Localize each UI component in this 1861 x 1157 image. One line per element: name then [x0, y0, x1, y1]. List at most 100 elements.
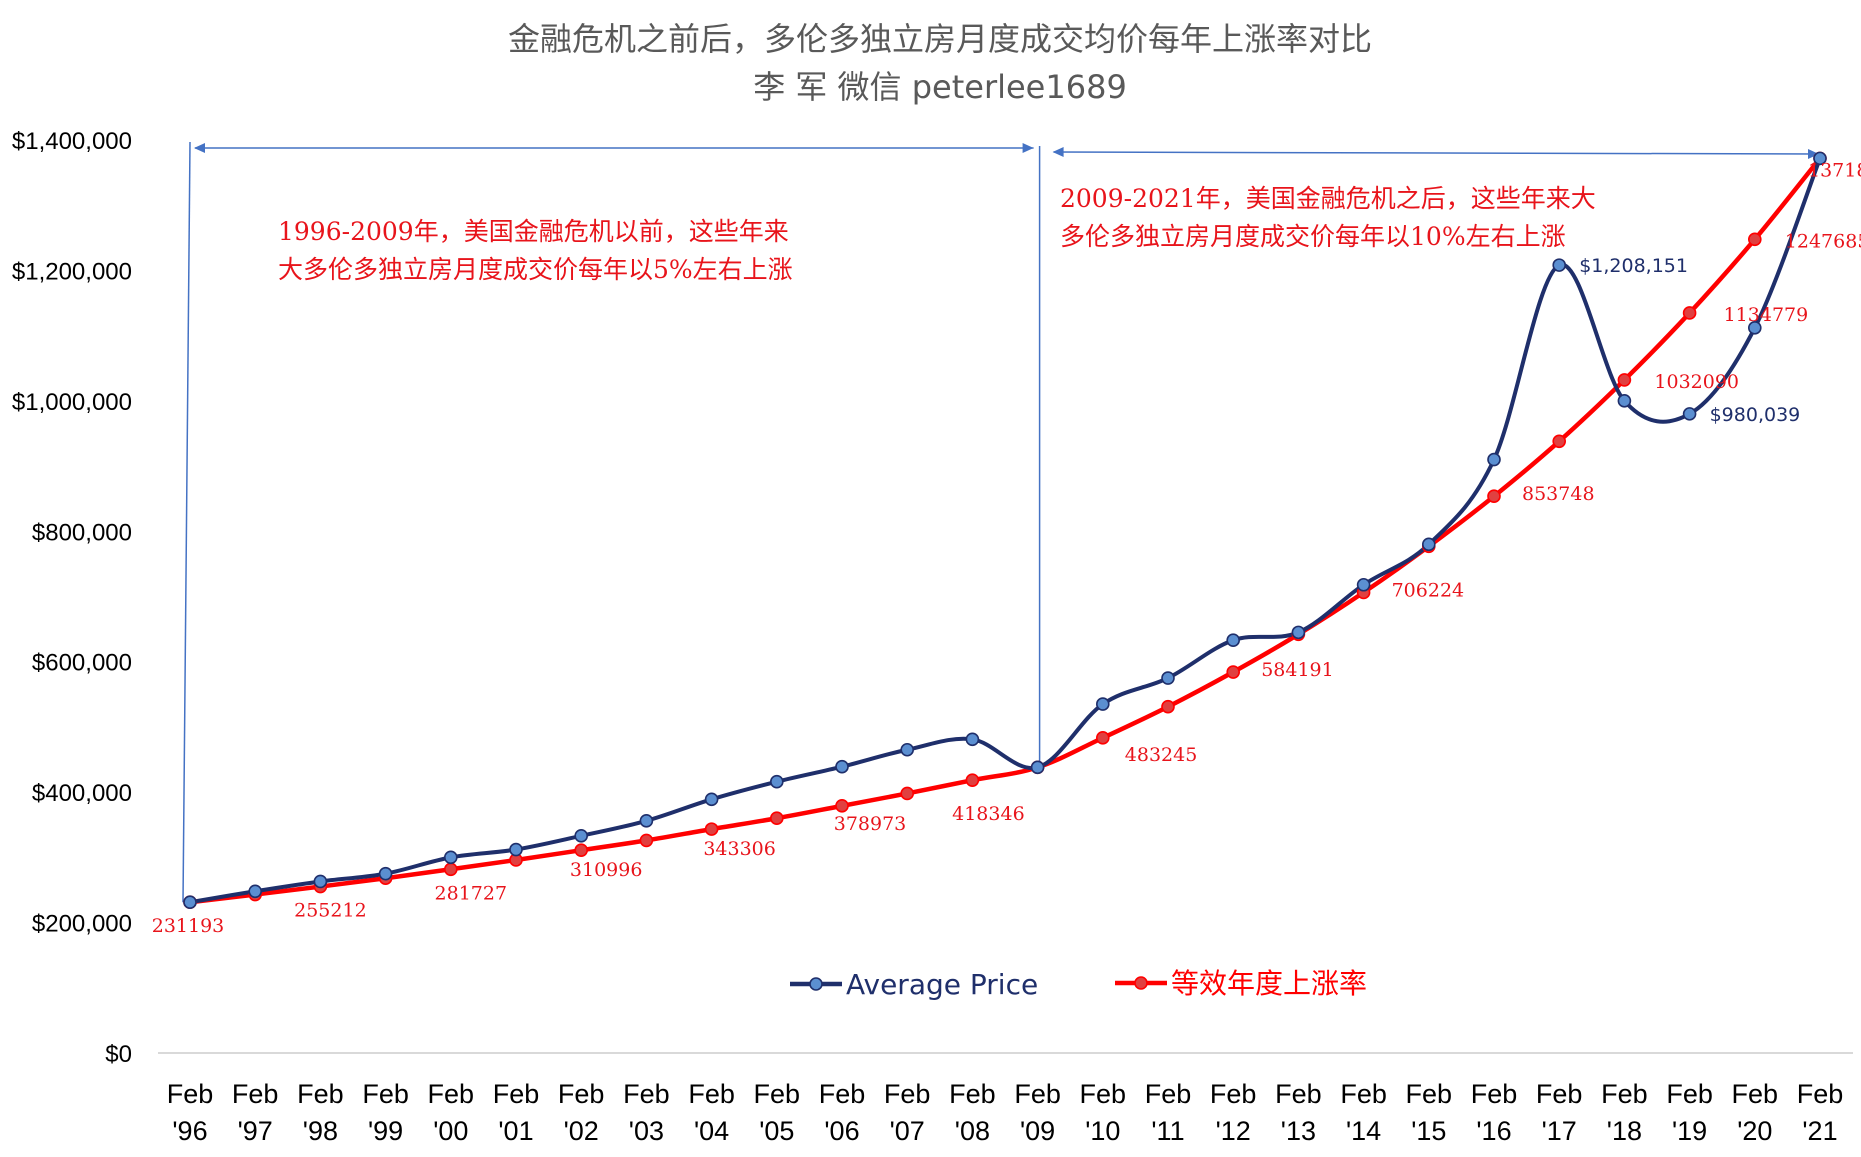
average-price-point [1813, 151, 1827, 166]
x-tick-label: Feb [362, 1079, 409, 1109]
equivalent-rate-point [1748, 232, 1762, 247]
legend: Average Price 等效年度上涨率 [790, 967, 1367, 1001]
average-price-point [248, 884, 262, 899]
x-tick-label: Feb [1732, 1079, 1779, 1109]
x-tick-label: Feb [428, 1079, 475, 1109]
average-price-point [965, 732, 980, 747]
legend-swatch-marker [1134, 976, 1148, 990]
x-tick-label: '16 [1476, 1116, 1511, 1146]
equivalent-rate-data-label: 1032090 [1654, 371, 1739, 393]
equivalent-rate-point [704, 822, 719, 836]
equivalent-rate-data-label: 1134779 [1724, 304, 1809, 326]
average-price-point [704, 792, 719, 807]
equivalent-rate-point [900, 786, 915, 801]
average-price-point [1291, 625, 1306, 640]
equivalent-rate-data-label: 418346 [952, 803, 1025, 825]
equivalent-rate-data-label: 310996 [570, 859, 643, 881]
average-price-point [1682, 407, 1697, 421]
x-tick-label: Feb [1536, 1079, 1583, 1109]
equivalent-rate-point [835, 799, 849, 813]
y-axis: $0 $200,000 $400,000 $600,000 $800,000 $1,000… [12, 128, 132, 1068]
x-tick-label: '14 [1346, 1116, 1381, 1146]
x-tick-label: '17 [1542, 1116, 1577, 1146]
equivalent-rate-data-label: 281727 [435, 882, 508, 904]
x-tick-label: '96 [172, 1116, 207, 1146]
x-tick-label: Feb [167, 1079, 214, 1109]
y-tick-label: $1,400,000 [12, 128, 132, 155]
x-tick-label: '98 [303, 1116, 338, 1146]
y-tick-label: $800,000 [32, 519, 132, 546]
x-tick-label: Feb [688, 1079, 735, 1109]
x-tick-label: Feb [297, 1079, 344, 1109]
equivalent-rate-point [1552, 434, 1566, 449]
equivalent-rate-data-label: 255212 [294, 900, 367, 922]
equivalent-rate-data-label: 378973 [834, 813, 907, 835]
average-price-point [1096, 697, 1110, 711]
x-tick-label: Feb [819, 1079, 866, 1109]
y-tick-label: $200,000 [32, 911, 132, 938]
equivalent-rate-data-label: 483245 [1125, 744, 1198, 766]
x-tick-label: Feb [1080, 1079, 1127, 1109]
x-tick-label: '09 [1020, 1116, 1055, 1146]
y-tick-label: $1,200,000 [12, 258, 132, 285]
average-price-line [188, 156, 1822, 905]
x-tick-label: Feb [1471, 1079, 1518, 1109]
average-price-point [639, 814, 654, 828]
equivalent-rate-data-label: 584191 [1261, 659, 1334, 681]
annotation-text: 1996-2009年，美国金融危机以前，这些年来 [278, 217, 789, 246]
average-price-point [1487, 452, 1501, 467]
average-price-point [183, 895, 197, 910]
chart-subtitle: 李 军 微信 peterlee1689 [753, 68, 1127, 106]
x-tick-label: '06 [824, 1116, 859, 1146]
x-tick-label: Feb [232, 1079, 279, 1109]
x-tick-label: '12 [1216, 1116, 1251, 1146]
x-tick-label: '13 [1281, 1116, 1316, 1146]
x-tick-label: '04 [694, 1116, 729, 1146]
equivalent-rate-data-label: 1371826 [1808, 159, 1861, 181]
x-tick-label: Feb [1601, 1079, 1648, 1109]
average-price-point [1422, 537, 1436, 552]
x-tick-label: Feb [1797, 1079, 1844, 1109]
equivalent-rate-point [1161, 699, 1175, 714]
x-tick-label: '21 [1802, 1116, 1837, 1146]
average-price-point [1161, 671, 1175, 685]
x-tick-label: '20 [1737, 1116, 1772, 1146]
average-price-point [509, 842, 523, 857]
x-tick-label: '97 [238, 1116, 273, 1146]
x-tick-label: '00 [433, 1116, 468, 1146]
x-tick-label: '10 [1085, 1116, 1120, 1146]
x-tick-label: '18 [1607, 1116, 1642, 1146]
x-tick-label: Feb [1406, 1079, 1453, 1109]
x-tick-label: '03 [629, 1116, 664, 1146]
x-tick-label: '07 [890, 1116, 925, 1146]
x-tick-label: Feb [1145, 1079, 1192, 1109]
x-tick-label: Feb [1340, 1079, 1387, 1109]
legend-label: 等效年度上涨率 [1171, 967, 1367, 1000]
average-price-data-label: $1,208,151 [1579, 255, 1688, 277]
annotations: 1996-2009年，美国金融危机以前，这些年来大多伦多独立房月度成交价每年以5… [182, 141, 1820, 903]
average-price-point [1356, 577, 1371, 592]
average-price-point [769, 774, 784, 789]
average-price-point [1748, 321, 1762, 335]
equivalent-rate-point [443, 862, 458, 877]
equivalent-rate-data-label: 1247685 [1785, 230, 1861, 252]
x-tick-label: '02 [564, 1116, 599, 1146]
annotation-text: 大多伦多独立房月度成交价每年以5%左右上涨 [278, 255, 793, 284]
y-tick-label: $0 [105, 1041, 132, 1068]
equivalent-rate-data-label: 706224 [1392, 579, 1465, 601]
legend-swatch-marker [809, 977, 823, 991]
equivalent-rate-data-label: 231193 [152, 915, 225, 937]
equivalent-rate-point [1096, 731, 1110, 745]
annotation-arrow [1052, 147, 1820, 159]
x-axis: Feb '96 Feb '97 Feb '98 Feb '99 Feb '00 Feb '01 Feb '… [167, 1079, 1844, 1146]
x-tick-label: '99 [368, 1116, 403, 1146]
x-tick-label: Feb [623, 1079, 670, 1109]
x-tick-label: Feb [493, 1079, 540, 1109]
equivalent-rate-point [574, 843, 589, 857]
equivalent-rate-point [639, 833, 654, 848]
x-tick-label: '08 [955, 1116, 990, 1146]
x-tick-label: Feb [1275, 1079, 1322, 1109]
y-tick-label: $400,000 [32, 780, 132, 807]
equivalent-rate-data-label: 853748 [1522, 483, 1595, 505]
average-price-point [835, 759, 849, 774]
